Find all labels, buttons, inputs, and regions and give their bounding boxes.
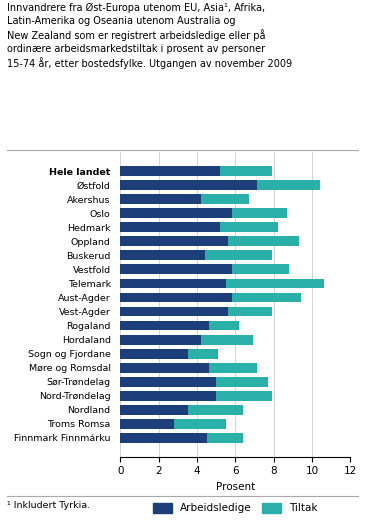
- Legend: Arbeidsledige, Tiltak: Arbeidsledige, Tiltak: [149, 499, 322, 517]
- Bar: [120, 335, 201, 344]
- Bar: [120, 321, 208, 331]
- Bar: [201, 194, 249, 204]
- Bar: [207, 433, 243, 443]
- Bar: [120, 419, 174, 429]
- Bar: [120, 208, 231, 218]
- Bar: [208, 321, 239, 331]
- Bar: [120, 292, 231, 302]
- Bar: [120, 363, 208, 373]
- Bar: [120, 166, 220, 176]
- Bar: [257, 180, 320, 190]
- Bar: [174, 419, 226, 429]
- Bar: [228, 236, 299, 246]
- Bar: [201, 335, 253, 344]
- Bar: [226, 278, 323, 288]
- Bar: [120, 307, 228, 317]
- Text: Innvandrere fra Øst-Europa utenom EU, Asia¹, Afrika,
Latin-Amerika og Oseania ut: Innvandrere fra Øst-Europa utenom EU, As…: [7, 3, 292, 69]
- Bar: [120, 377, 216, 387]
- Text: ¹ Inkludert Tyrkia.: ¹ Inkludert Tyrkia.: [7, 501, 91, 510]
- Bar: [216, 377, 268, 387]
- Bar: [220, 166, 272, 176]
- Bar: [120, 236, 228, 246]
- Bar: [120, 278, 226, 288]
- Bar: [120, 250, 205, 260]
- Bar: [216, 391, 272, 401]
- Bar: [120, 349, 188, 359]
- Bar: [120, 180, 257, 190]
- Bar: [208, 363, 257, 373]
- Bar: [120, 265, 231, 274]
- Bar: [231, 208, 287, 218]
- Bar: [120, 405, 188, 415]
- Bar: [220, 222, 277, 232]
- Bar: [120, 194, 201, 204]
- Bar: [120, 391, 216, 401]
- Bar: [188, 405, 243, 415]
- Bar: [188, 349, 218, 359]
- Bar: [120, 222, 220, 232]
- X-axis label: Prosent: Prosent: [216, 482, 255, 492]
- Bar: [228, 307, 272, 317]
- Bar: [231, 265, 289, 274]
- Bar: [205, 250, 272, 260]
- Bar: [120, 433, 207, 443]
- Bar: [231, 292, 301, 302]
